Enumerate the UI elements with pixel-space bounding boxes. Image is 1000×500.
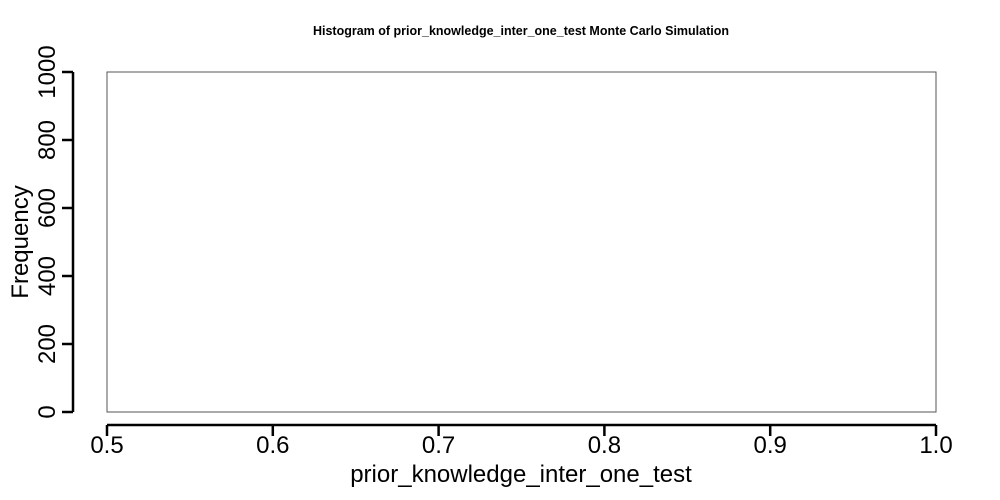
plot-area — [106, 71, 937, 413]
x-tick-label: 0.7 — [422, 432, 455, 459]
x-tick-label: 0.6 — [256, 432, 289, 459]
y-tick-label: 800 — [34, 120, 61, 160]
x-tick-label: 0.5 — [90, 432, 123, 459]
x-tick-label: 1.0 — [919, 432, 952, 459]
y-axis-label: Frequency — [7, 185, 34, 298]
y-tick-label: 1000 — [34, 45, 61, 98]
y-tick-label: 400 — [34, 256, 61, 296]
x-axis-label: prior_knowledge_inter_one_test — [350, 461, 692, 488]
y-tick-label: 0 — [34, 405, 61, 418]
x-tick-label: 0.8 — [588, 432, 621, 459]
x-tick-label: 0.9 — [754, 432, 787, 459]
y-tick-label: 600 — [34, 188, 61, 228]
y-axis-ticks: 0 200 400 600 800 1000 — [34, 45, 73, 419]
x-axis-ticks: 0.5 0.6 0.7 0.8 0.9 1.0 — [90, 425, 953, 459]
chart-title: Histogram of prior_knowledge_inter_one_t… — [313, 24, 729, 38]
y-tick-label: 200 — [34, 324, 61, 364]
